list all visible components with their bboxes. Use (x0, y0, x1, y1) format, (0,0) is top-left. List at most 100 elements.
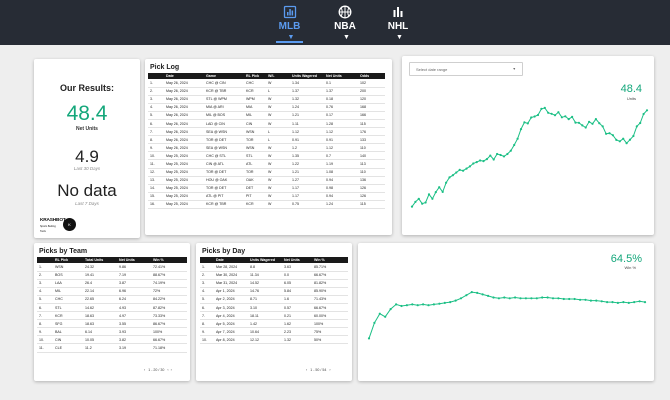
win-rate-data-point[interactable] (524, 297, 527, 300)
net-units-data-point[interactable] (523, 121, 526, 124)
net-units-data-point[interactable] (482, 160, 485, 163)
net-units-data-point[interactable] (485, 158, 488, 161)
net-units-data-point[interactable] (519, 128, 523, 131)
column-header[interactable]: W/L (266, 73, 290, 79)
net-units-data-point[interactable] (458, 168, 461, 171)
net-units-data-point[interactable] (489, 154, 492, 157)
net-units-data-point[interactable] (465, 167, 468, 170)
win-rate-data-point[interactable] (638, 300, 641, 303)
net-units-data-point[interactable] (424, 201, 427, 204)
net-units-data-point[interactable] (553, 114, 557, 117)
net-units-data-point[interactable] (588, 120, 591, 123)
column-header[interactable]: Units Wagered (248, 257, 282, 263)
net-units-data-point[interactable] (475, 161, 478, 164)
net-units-data-point[interactable] (434, 191, 437, 194)
win-rate-data-point[interactable] (384, 315, 387, 318)
net-units-data-point[interactable] (547, 111, 550, 114)
win-rate-data-point[interactable] (622, 301, 625, 304)
win-rate-data-point[interactable] (373, 321, 376, 324)
column-header[interactable]: Win % (312, 257, 348, 263)
win-rate-data-point[interactable] (470, 291, 473, 294)
net-units-data-point[interactable] (615, 138, 618, 141)
net-units-data-point[interactable] (410, 205, 414, 208)
net-units-data-point[interactable] (540, 107, 543, 110)
win-rate-data-point[interactable] (519, 297, 522, 300)
win-rate-data-point[interactable] (595, 299, 598, 302)
net-units-data-point[interactable] (455, 171, 458, 174)
net-units-data-point[interactable] (441, 190, 444, 193)
win-rate-data-point[interactable] (438, 302, 441, 305)
column-header[interactable]: Units Wagered (290, 73, 324, 79)
win-rate-data-point[interactable] (503, 296, 506, 299)
net-units-data-point[interactable] (550, 112, 553, 115)
win-rate-data-point[interactable] (449, 301, 452, 304)
net-units-data-point[interactable] (462, 169, 465, 172)
win-rate-data-point[interactable] (530, 297, 533, 300)
win-rate-data-point[interactable] (395, 303, 398, 306)
win-rate-data-point[interactable] (514, 296, 517, 299)
net-units-data-point[interactable] (533, 115, 536, 118)
net-units-data-point[interactable] (639, 121, 642, 125)
net-units-data-point[interactable] (543, 106, 546, 109)
net-units-data-point[interactable] (431, 197, 434, 200)
net-units-data-point[interactable] (601, 125, 604, 128)
win-rate-data-point[interactable] (405, 304, 408, 307)
net-units-data-point[interactable] (625, 142, 628, 145)
column-header[interactable]: Total Units (83, 257, 117, 263)
win-rate-data-point[interactable] (497, 297, 500, 300)
win-rate-data-point[interactable] (389, 308, 392, 311)
column-header[interactable]: Win % (151, 257, 187, 263)
net-units-data-point[interactable] (438, 186, 441, 189)
net-units-data-point[interactable] (608, 132, 611, 135)
column-header[interactable]: Game (204, 73, 244, 79)
win-rate-data-point[interactable] (611, 301, 614, 304)
chevron-right-icon[interactable]: › (329, 368, 331, 372)
net-units-data-point[interactable] (567, 118, 570, 121)
win-rate-data-point[interactable] (557, 297, 560, 300)
win-rate-data-point[interactable] (492, 296, 495, 299)
win-rate-data-point[interactable] (422, 303, 425, 306)
net-units-data-point[interactable] (591, 122, 594, 125)
win-rate-data-point[interactable] (606, 301, 609, 304)
net-units-data-point[interactable] (472, 162, 475, 165)
win-rate-data-point[interactable] (443, 301, 446, 304)
net-units-data-point[interactable] (506, 152, 509, 156)
net-units-data-point[interactable] (598, 122, 601, 125)
net-units-data-point[interactable] (632, 134, 635, 138)
net-units-data-point[interactable] (479, 159, 482, 162)
tab-nhl[interactable]: NHL ▼ (383, 5, 413, 41)
net-units-data-point[interactable] (417, 197, 420, 200)
net-units-data-point[interactable] (557, 111, 560, 114)
net-units-data-point[interactable] (605, 132, 608, 135)
win-rate-data-point[interactable] (411, 303, 414, 306)
net-units-data-point[interactable] (564, 115, 567, 118)
net-units-data-point[interactable] (574, 121, 577, 124)
win-rate-data-point[interactable] (589, 299, 592, 302)
net-units-data-point[interactable] (427, 193, 431, 196)
net-units-data-point[interactable] (414, 200, 417, 203)
net-units-data-point[interactable] (499, 153, 502, 157)
win-rate-data-point[interactable] (627, 301, 630, 304)
chevron-left-icon[interactable]: ‹ (306, 368, 308, 372)
win-rate-data-point[interactable] (378, 312, 381, 315)
column-header[interactable]: Odds (358, 73, 385, 79)
win-rate-data-point[interactable] (481, 293, 484, 296)
net-units-data-point[interactable] (526, 122, 529, 125)
column-header[interactable]: Date (164, 73, 204, 79)
net-units-data-point[interactable] (496, 152, 499, 156)
win-rate-data-point[interactable] (427, 304, 430, 307)
column-header[interactable]: Net Units (324, 73, 358, 79)
net-units-data-point[interactable] (513, 143, 516, 147)
net-units-data-point[interactable] (421, 202, 424, 205)
net-units-data-point[interactable] (492, 158, 495, 161)
chevron-left-icon[interactable]: ‹ (167, 368, 169, 372)
tab-mlb[interactable]: MLB ▼ (276, 5, 303, 43)
win-rate-data-point[interactable] (643, 301, 647, 304)
net-units-data-point[interactable] (571, 115, 574, 118)
win-rate-data-point[interactable] (465, 294, 468, 297)
win-rate-data-point[interactable] (541, 296, 544, 299)
win-rate-data-point[interactable] (546, 296, 549, 299)
win-rate-data-point[interactable] (584, 298, 587, 301)
net-units-data-point[interactable] (645, 109, 649, 112)
win-rate-data-point[interactable] (476, 291, 479, 294)
